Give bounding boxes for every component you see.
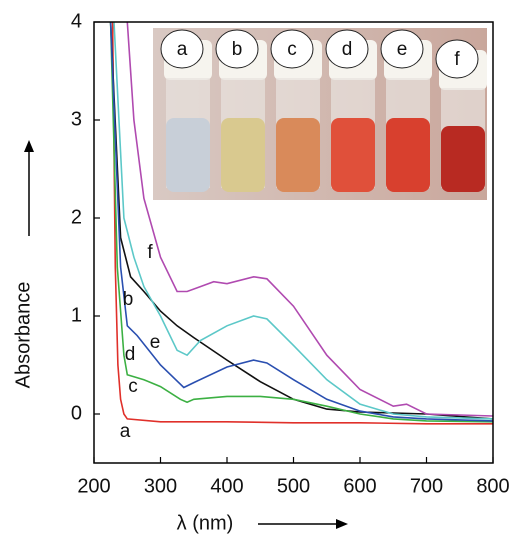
- vial-liquid: [166, 118, 210, 192]
- plot-frame: [93, 21, 494, 464]
- curve-label: a: [120, 421, 131, 442]
- curve: [109, 22, 493, 422]
- curve-label: f: [147, 242, 153, 263]
- lines: [109, 22, 493, 425]
- inset-label-bubble: [435, 39, 479, 79]
- x-tick-label: 700: [410, 475, 443, 497]
- inset-label: a: [177, 39, 188, 60]
- x-arrow: [258, 519, 348, 529]
- axes: 200 300 400 500 600 700 800 0 1 2 3 4: [71, 10, 510, 497]
- y-tick-label: 4: [71, 10, 82, 32]
- y-arrow: [24, 140, 34, 236]
- vial-liquid: [331, 118, 375, 192]
- x-tick-label: 200: [77, 475, 110, 497]
- inset-label-bubble: [380, 29, 424, 69]
- curve: [109, 22, 493, 420]
- vial-liquid: [276, 118, 320, 192]
- curve: [126, 22, 493, 417]
- y-tick-label: 1: [71, 304, 82, 326]
- x-tick-label: 500: [277, 475, 310, 497]
- curve-label: b: [123, 289, 134, 310]
- inset-label: c: [287, 39, 297, 60]
- curve-label: d: [125, 344, 136, 365]
- y-tick-label: 0: [71, 402, 82, 424]
- y-tick-label: 2: [71, 206, 82, 228]
- curve-label: e: [150, 332, 161, 353]
- x-tick-label: 600: [343, 475, 376, 497]
- inset-label: f: [454, 49, 460, 70]
- vial-liquid: [441, 126, 485, 192]
- x-tick-label: 800: [476, 475, 509, 497]
- inset-label-bubble: [160, 29, 204, 69]
- inset-label-bubble: [325, 29, 369, 69]
- y-tick-label: 3: [71, 108, 82, 130]
- curve: [113, 22, 493, 420]
- inset-label: b: [232, 39, 243, 60]
- curve-label: c: [128, 376, 138, 397]
- inset-label: e: [397, 39, 408, 60]
- inset-label: d: [342, 39, 353, 60]
- x-tick-label: 300: [144, 475, 177, 497]
- x-axis-label: λ (nm): [177, 512, 234, 534]
- vial-liquid: [386, 118, 430, 192]
- inset-label-bubble: [215, 29, 259, 69]
- x-tick-label: 400: [210, 475, 243, 497]
- inset-label-bubble: [270, 29, 314, 69]
- curve: [111, 22, 493, 425]
- vial-liquid: [221, 118, 265, 192]
- inset-photo: a b c d e f: [153, 28, 487, 200]
- y-axis-label: Absorbance: [12, 282, 34, 389]
- curve: [109, 22, 493, 423]
